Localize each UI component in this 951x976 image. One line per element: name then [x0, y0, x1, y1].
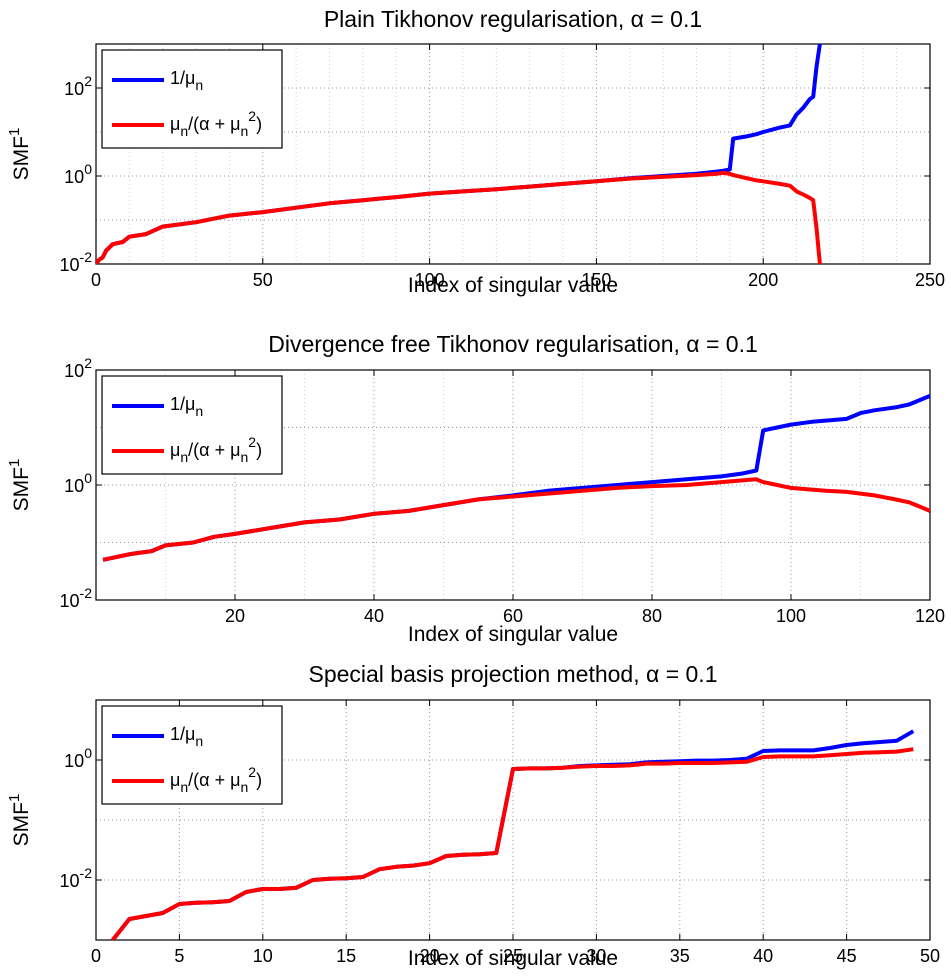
x-tick-label: 45: [837, 946, 857, 966]
x-tick-label: 10: [253, 946, 273, 966]
legend-label-inverse-mu: 1/μn: [170, 68, 203, 93]
x-tick-label: 30: [586, 946, 606, 966]
x-tick-label: 0: [91, 270, 101, 290]
chart-title: Plain Tikhonov regularisation, α = 0.1: [324, 6, 702, 32]
series-line-tikhonov-filter: [111, 747, 914, 940]
x-tick-label: 250: [915, 270, 945, 290]
x-axis-label: Index of singular value: [408, 274, 618, 297]
y-tick-label: 100: [64, 745, 92, 771]
chart-title: Divergence free Tikhonov regularisation,…: [268, 331, 758, 357]
y-axis-label: SMF1: [6, 128, 33, 181]
x-tick-label: 200: [748, 270, 778, 290]
y-axis-label: SMF1: [6, 459, 33, 512]
series-line-tikhonov-filter: [96, 170, 822, 264]
legend-label-tikhonov-filter: μn/(α + μn2): [170, 434, 262, 465]
y-tick-label: 10-2: [60, 585, 93, 611]
y-tick-label: 10-2: [60, 249, 93, 275]
x-axis-label: Index of singular value: [408, 947, 618, 970]
x-tick-label: 100: [415, 270, 445, 290]
y-tick-label: 102: [64, 73, 92, 99]
x-axis-label: Index of singular value: [408, 623, 618, 646]
x-tick-label: 15: [336, 946, 356, 966]
x-tick-label: 40: [753, 946, 773, 966]
y-tick-label: 100: [64, 161, 92, 187]
x-tick-label: 40: [364, 606, 384, 626]
x-tick-label: 60: [503, 606, 523, 626]
legend-label-tikhonov-filter: μn/(α + μn2): [170, 108, 262, 139]
x-tick-label: 120: [915, 606, 945, 626]
x-tick-label: 0: [91, 946, 101, 966]
chart-panel-3: Special basis projection method, α = 0.1…: [6, 661, 940, 970]
legend-label-tikhonov-filter: μn/(α + μn2): [170, 764, 262, 795]
x-tick-label: 35: [670, 946, 690, 966]
x-tick-label: 25: [503, 946, 523, 966]
plot-area: [95, 43, 931, 265]
y-axis-label: SMF1: [6, 794, 33, 847]
legend-label-inverse-mu: 1/μn: [170, 724, 203, 749]
y-tick-label: 10-2: [60, 865, 93, 891]
series-line-tikhonov-filter: [102, 477, 930, 562]
y-tick-label: 100: [64, 470, 92, 496]
x-tick-label: 100: [776, 606, 806, 626]
legend-box: [101, 49, 283, 149]
legend-label-inverse-mu: 1/μn: [170, 394, 203, 419]
chart-panel-2: Divergence free Tikhonov regularisation,…: [6, 331, 945, 646]
x-tick-label: 50: [253, 270, 273, 290]
x-tick-label: 20: [420, 946, 440, 966]
x-tick-label: 80: [642, 606, 662, 626]
chart-title: Special basis projection method, α = 0.1: [308, 661, 717, 687]
legend-box: [101, 705, 283, 805]
x-tick-label: 50: [920, 946, 940, 966]
chart-panel-1: Plain Tikhonov regularisation, α = 0.1 0 5…: [6, 6, 945, 297]
x-tick-label: 5: [174, 946, 184, 966]
legend-box: [101, 375, 283, 475]
x-tick-label: 20: [225, 606, 245, 626]
x-tick-label: 150: [581, 270, 611, 290]
y-tick-label: 102: [64, 355, 92, 381]
